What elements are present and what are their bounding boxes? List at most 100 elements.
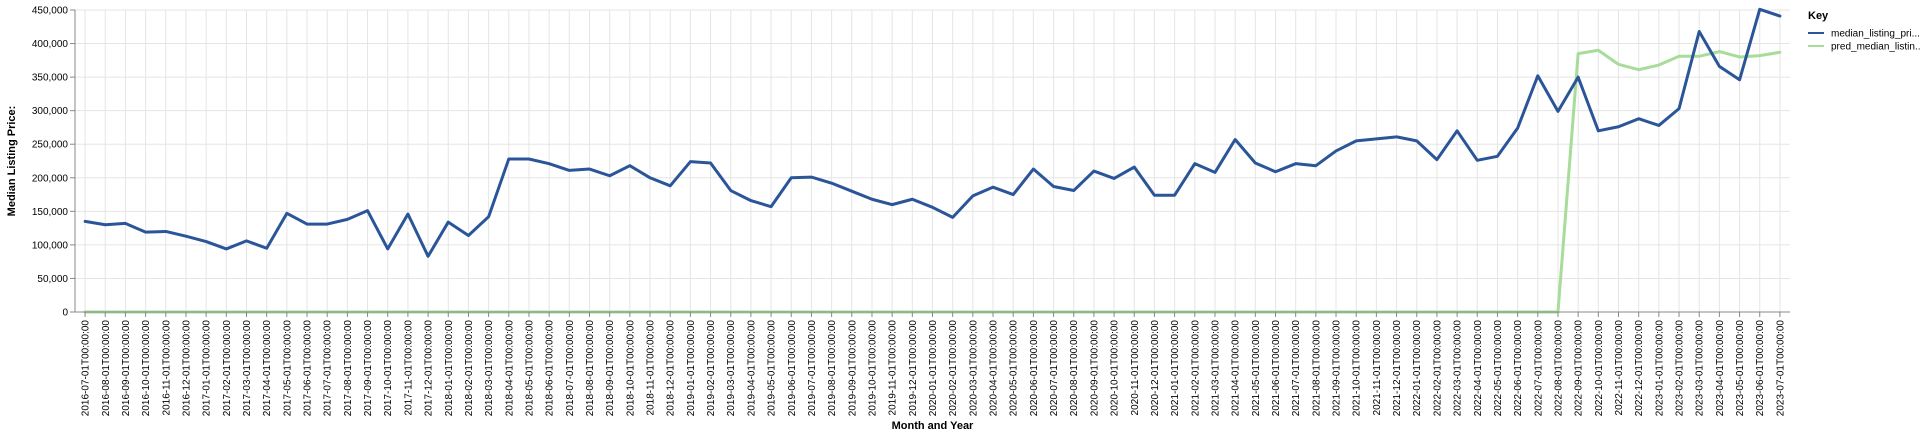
x-tick-label: 2018-02-01T00:00:00	[464, 320, 475, 417]
x-tick-label: 2020-06-01T00:00:00	[1029, 320, 1040, 417]
x-tick-label: 2021-07-01T00:00:00	[1291, 320, 1302, 417]
legend-items: median_listing_pri... pred_median_listin.…	[1808, 29, 1920, 53]
x-tick-label: 2019-06-01T00:00:00	[787, 320, 798, 417]
x-tick-label: 2022-08-01T00:00:00	[1553, 320, 1564, 417]
y-tick-label: 100,000	[32, 240, 69, 251]
x-tick-label: 2021-01-01T00:00:00	[1170, 320, 1181, 417]
x-tick-label: 2023-07-01T00:00:00	[1775, 320, 1786, 417]
y-tick-label: 450,000	[32, 6, 69, 17]
x-tick-label: 2019-09-01T00:00:00	[847, 320, 858, 417]
x-tick-label: 2023-02-01T00:00:00	[1675, 320, 1686, 417]
x-tick-label: 2016-11-01T00:00:00	[161, 320, 172, 416]
x-tick-label: 2019-07-01T00:00:00	[807, 320, 818, 417]
x-tick-label: 2023-06-01T00:00:00	[1755, 320, 1766, 417]
x-tick-label: 2016-07-01T00:00:00	[81, 320, 92, 417]
x-tick-label: 2021-12-01T00:00:00	[1392, 320, 1403, 417]
x-tick-label: 2021-06-01T00:00:00	[1271, 320, 1282, 417]
x-tick-label: 2023-04-01T00:00:00	[1715, 320, 1726, 417]
x-tick-label: 2022-02-01T00:00:00	[1432, 320, 1443, 417]
x-tick-label: 2018-03-01T00:00:00	[484, 320, 495, 417]
x-tick-label: 2020-04-01T00:00:00	[989, 320, 1000, 417]
y-tick-label: 200,000	[32, 173, 69, 184]
x-tick-label: 2022-05-01T00:00:00	[1493, 320, 1504, 417]
x-tick-label: 2016-09-01T00:00:00	[121, 320, 132, 417]
x-tick-label: 2018-04-01T00:00:00	[504, 320, 515, 417]
legend: Key median_listing_pri... pred_median_lis…	[1808, 10, 1920, 53]
x-tick-label: 2017-02-01T00:00:00	[222, 320, 233, 417]
x-tick-label: 2019-04-01T00:00:00	[746, 320, 757, 417]
y-tick-label: 250,000	[32, 140, 69, 151]
x-tick-label: 2022-12-01T00:00:00	[1634, 320, 1645, 417]
x-tick-label: 2017-03-01T00:00:00	[242, 320, 253, 417]
x-tick-label: 2021-08-01T00:00:00	[1311, 320, 1322, 417]
x-tick-label: 2023-01-01T00:00:00	[1654, 320, 1665, 417]
x-tick-label: 2022-07-01T00:00:00	[1533, 320, 1544, 417]
x-axis-title: Month and Year	[892, 420, 974, 432]
x-tick-label: 2017-10-01T00:00:00	[383, 320, 394, 417]
x-tick-label: 2020-08-01T00:00:00	[1069, 320, 1080, 417]
x-tick-label: 2019-02-01T00:00:00	[706, 320, 717, 417]
series-line-median-listing-price	[83, 7, 1782, 258]
x-tick-label: 2018-01-01T00:00:00	[444, 320, 455, 417]
x-tick-label: 2018-05-01T00:00:00	[524, 320, 535, 417]
x-tick-label: 2017-08-01T00:00:00	[343, 320, 354, 417]
x-tick-label: 2020-10-01T00:00:00	[1110, 320, 1121, 417]
y-tick-label: 400,000	[32, 39, 69, 50]
x-tick-label: 2021-04-01T00:00:00	[1231, 320, 1242, 417]
x-tick-label: 2020-07-01T00:00:00	[1049, 320, 1060, 417]
y-tick-label: 300,000	[32, 106, 69, 117]
y-tick-label: 0	[62, 308, 68, 319]
x-tick-label: 2017-07-01T00:00:00	[323, 320, 334, 417]
y-tick-label: 50,000	[37, 274, 68, 285]
x-tick-label: 2020-12-01T00:00:00	[1150, 320, 1161, 417]
x-tick-label: 2019-11-01T00:00:00	[888, 320, 899, 416]
x-tick-label: 2017-06-01T00:00:00	[303, 320, 314, 417]
x-tick-label: 2022-01-01T00:00:00	[1412, 320, 1423, 417]
x-tick-label: 2022-11-01T00:00:00	[1614, 320, 1625, 416]
x-tick-label: 2019-12-01T00:00:00	[908, 320, 919, 417]
x-tick-label: 2019-08-01T00:00:00	[827, 320, 838, 417]
x-tick-label: 2018-06-01T00:00:00	[545, 320, 556, 417]
x-tick-label: 2017-12-01T00:00:00	[424, 320, 435, 417]
x-tick-label: 2018-08-01T00:00:00	[585, 320, 596, 417]
x-tick-label: 2018-11-01T00:00:00	[646, 320, 657, 416]
x-tick-label: 2021-10-01T00:00:00	[1352, 320, 1363, 417]
y-tick-label: 350,000	[32, 73, 69, 84]
x-tick-label: 2022-06-01T00:00:00	[1513, 320, 1524, 417]
x-tick-label: 2021-11-01T00:00:00	[1372, 320, 1383, 416]
x-tick-label: 2017-09-01T00:00:00	[363, 320, 374, 417]
x-tick-label: 2023-05-01T00:00:00	[1735, 320, 1746, 417]
x-tick-label: 2017-04-01T00:00:00	[262, 320, 273, 417]
x-tick-label: 2021-02-01T00:00:00	[1190, 320, 1201, 417]
axes: 0 50,000 100,000 150,000 200,000 250,000 300,0…	[32, 6, 1790, 417]
x-tick-label: 2017-01-01T00:00:00	[202, 320, 213, 417]
y-tick-label: 150,000	[32, 207, 69, 218]
x-tick-label: 2018-09-01T00:00:00	[605, 320, 616, 417]
x-tick-label: 2019-05-01T00:00:00	[767, 320, 778, 417]
legend-label: pred_median_listin...	[1831, 42, 1920, 53]
x-tick-label: 2019-03-01T00:00:00	[726, 320, 737, 417]
x-tick-label: 2022-09-01T00:00:00	[1574, 320, 1585, 417]
gridlines	[75, 9, 1790, 313]
x-tick-label: 2021-03-01T00:00:00	[1210, 320, 1221, 417]
x-tick-label: 2019-10-01T00:00:00	[867, 320, 878, 417]
legend-title: Key	[1808, 10, 1829, 22]
x-tick-label: 2018-10-01T00:00:00	[625, 320, 636, 417]
x-tick-label: 2018-07-01T00:00:00	[565, 320, 576, 417]
x-tick-label: 2020-11-01T00:00:00	[1130, 320, 1141, 416]
x-tick-label: 2022-04-01T00:00:00	[1473, 320, 1484, 417]
x-tick-label: 2020-03-01T00:00:00	[968, 320, 979, 417]
x-tick-label: 2021-09-01T00:00:00	[1332, 320, 1343, 417]
y-axis-title: Median Listing Price:	[6, 106, 18, 217]
x-tick-label: 2023-03-01T00:00:00	[1695, 320, 1706, 417]
x-tick-label: 2016-12-01T00:00:00	[181, 320, 192, 417]
x-tick-label: 2020-02-01T00:00:00	[948, 320, 959, 417]
legend-label: median_listing_pri...	[1831, 29, 1920, 40]
x-tick-label: 2020-05-01T00:00:00	[1009, 320, 1020, 417]
x-tick-label: 2016-10-01T00:00:00	[141, 320, 152, 417]
x-tick-label: 2018-12-01T00:00:00	[666, 320, 677, 417]
x-tick-label: 2022-10-01T00:00:00	[1594, 320, 1605, 417]
x-tick-label: 2020-09-01T00:00:00	[1089, 320, 1100, 417]
x-tick-label: 2019-01-01T00:00:00	[686, 320, 697, 417]
